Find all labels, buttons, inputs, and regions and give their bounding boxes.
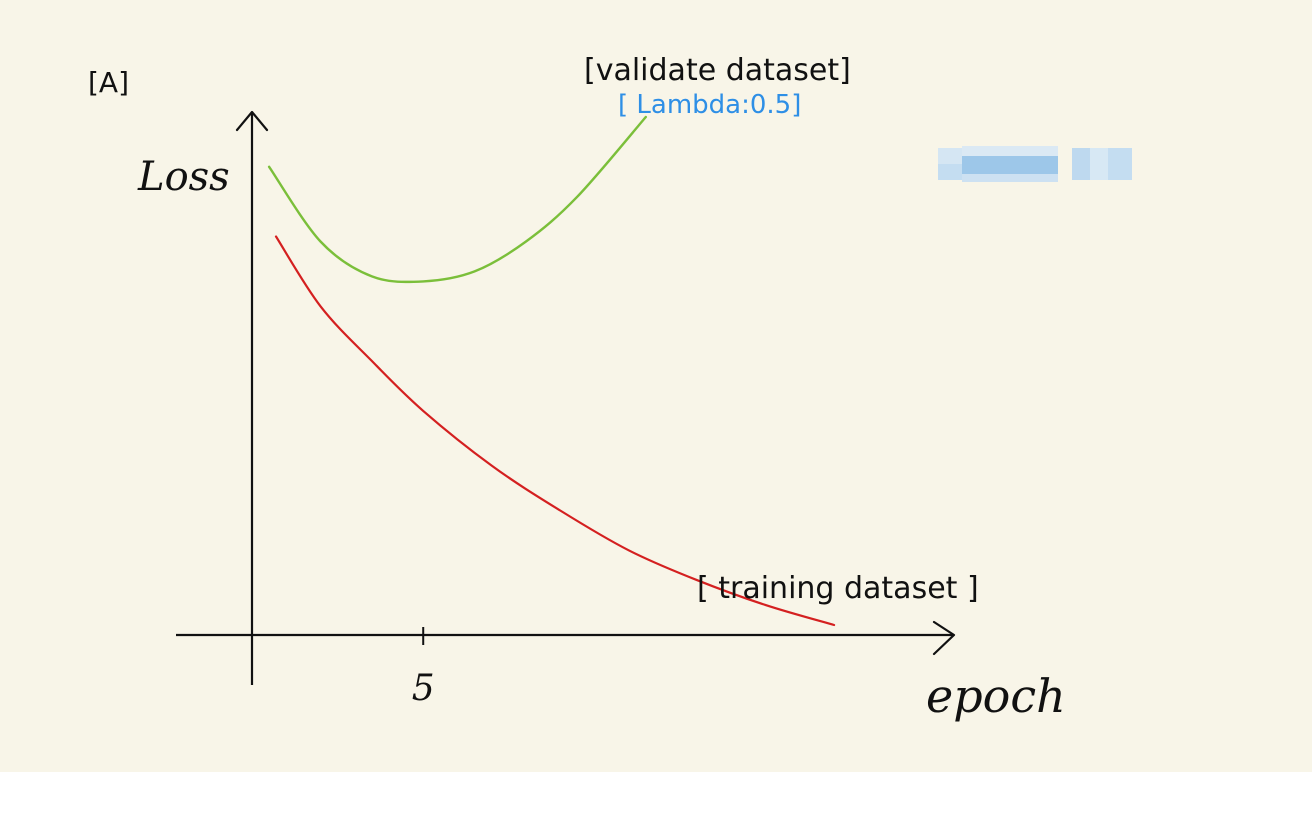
x-axis-label: epoch — [926, 669, 1066, 723]
series-line-validate — [267, 115, 647, 284]
series-annotation-lambda: [ Lambda:0.5] — [618, 90, 801, 120]
x-tick-label-5: 5 — [412, 668, 435, 709]
series-label-validate: [validate dataset] — [584, 53, 851, 88]
bottom-margin — [0, 772, 1312, 814]
y-axis-label: Loss — [137, 154, 230, 200]
loss-epoch-chart: [A] 5 Loss epoch [validate dataset] [ La… — [88, 53, 1132, 723]
panel-label: [A] — [88, 66, 129, 99]
y-axis-arrowhead — [235, 110, 269, 132]
chart-canvas — [0, 0, 1312, 772]
series-line-training — [274, 235, 836, 627]
redacted-text-block — [938, 146, 1132, 182]
series-label-training: [ training dataset ] — [697, 571, 979, 606]
x-axis-arrowhead — [932, 620, 956, 656]
